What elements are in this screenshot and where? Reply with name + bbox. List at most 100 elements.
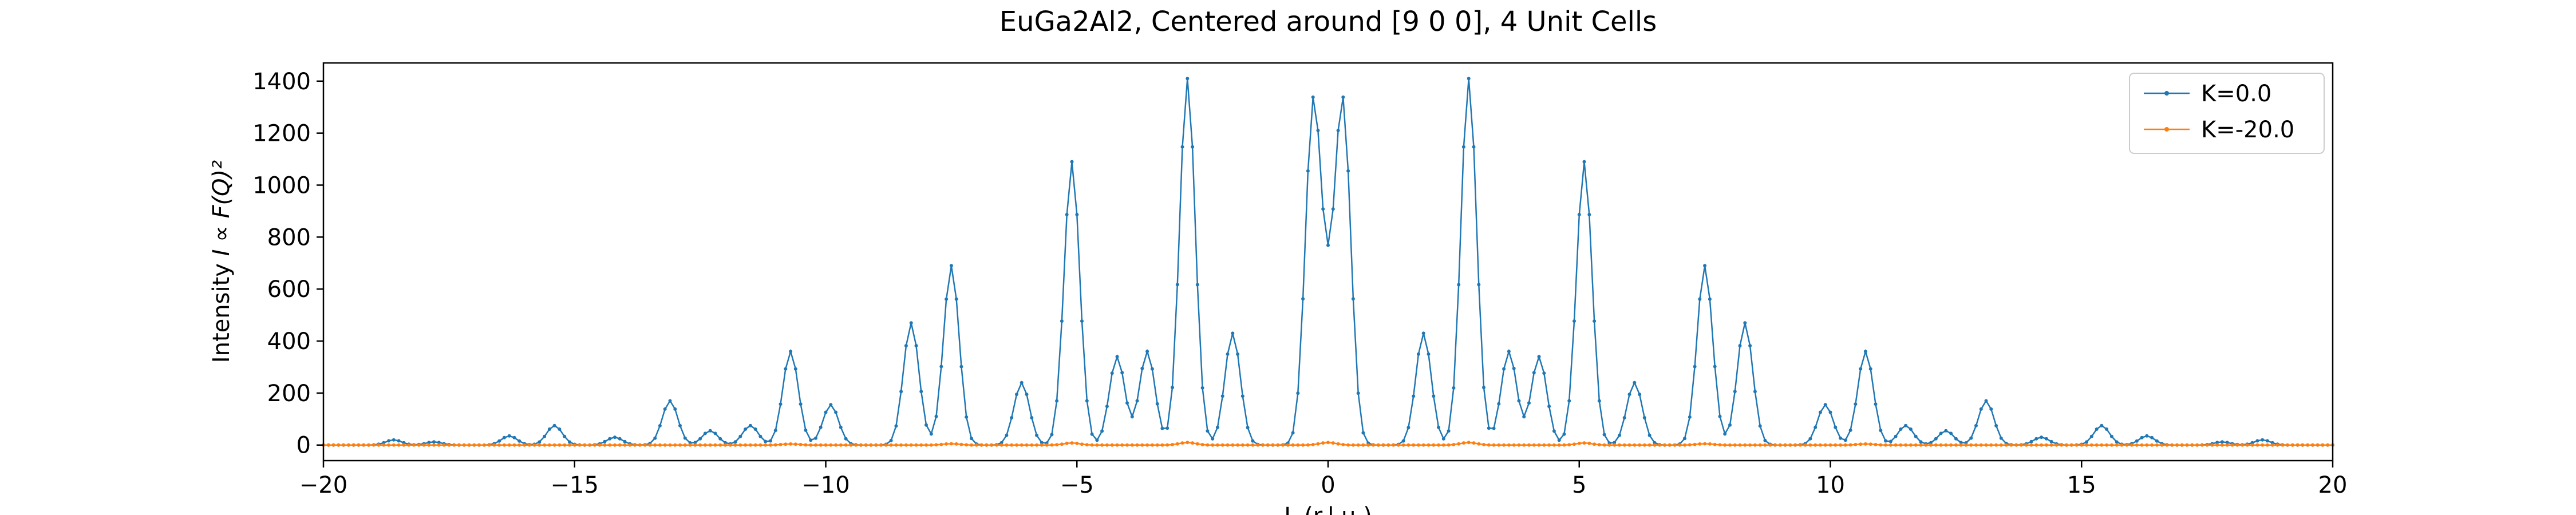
data-point (558, 443, 562, 447)
data-point (2286, 443, 2289, 447)
data-point (2055, 443, 2059, 447)
data-point (2145, 434, 2149, 438)
data-point (1191, 145, 1195, 149)
data-point (623, 443, 627, 447)
data-point (497, 443, 501, 447)
data-point (1200, 386, 1204, 390)
data-point (1748, 443, 1752, 447)
data-point (2014, 443, 2018, 447)
data-point (959, 442, 963, 446)
data-point (2105, 427, 2109, 431)
data-point (979, 443, 983, 447)
y-axis-ticks: 0 200 400 600 800 1000 1200 1400 (252, 69, 323, 459)
data-point (1868, 442, 1872, 446)
data-point (1587, 213, 1591, 216)
data-point (387, 443, 391, 447)
data-point (1140, 443, 1144, 447)
data-point (1165, 426, 1170, 430)
data-point (799, 402, 803, 406)
data-point (713, 431, 717, 435)
data-point (2140, 443, 2144, 447)
data-point (2261, 438, 2265, 442)
data-point (2255, 443, 2259, 447)
data-point (2040, 435, 2044, 439)
data-point (1863, 350, 1867, 354)
data-point (959, 365, 963, 369)
legend-item-k-20: K=-20.0 (2144, 117, 2294, 143)
data-point (1180, 145, 1184, 149)
data-point (678, 423, 682, 427)
data-point (1015, 443, 1018, 447)
data-point (1005, 443, 1009, 447)
data-point (2155, 443, 2159, 447)
data-point (1326, 441, 1330, 445)
data-point (894, 424, 898, 428)
data-point (1919, 443, 1923, 447)
data-point (748, 423, 752, 427)
data-point (1372, 443, 1375, 447)
data-point (2115, 440, 2119, 444)
data-point (824, 443, 828, 447)
data-point (2310, 443, 2314, 447)
y-tick-label: 600 (267, 276, 311, 303)
data-point (1130, 415, 1134, 419)
data-point (1487, 426, 1491, 430)
data-point (1105, 443, 1109, 447)
data-point (1633, 443, 1637, 447)
data-point (2135, 443, 2139, 447)
data-point (628, 443, 632, 447)
data-point (1461, 441, 1465, 445)
data-point (1593, 442, 1597, 446)
data-point (1226, 443, 1230, 447)
data-point (1843, 443, 1847, 447)
data-point (1517, 443, 1521, 447)
data-point (1713, 365, 1717, 369)
data-point (1381, 443, 1385, 447)
data-point (1537, 443, 1541, 447)
data-point (1984, 443, 1988, 447)
data-point (703, 443, 707, 447)
series-0 (322, 77, 2334, 447)
data-point (638, 443, 642, 447)
data-point (467, 443, 471, 447)
data-point (387, 439, 391, 443)
y-axis-label-math: I ∝ F(Q)² (208, 160, 235, 256)
data-point (914, 344, 918, 348)
data-point (1758, 443, 1762, 447)
data-point (1823, 403, 1827, 407)
data-point (2185, 443, 2189, 447)
data-point (854, 443, 858, 447)
y-tick-label: 200 (267, 381, 311, 407)
data-point (2261, 443, 2265, 447)
data-point (1573, 442, 1576, 446)
data-point (1085, 399, 1089, 403)
y-tick-label: 1200 (252, 121, 311, 147)
data-point (2029, 443, 2033, 447)
data-point (457, 443, 461, 447)
data-point (1839, 443, 1843, 447)
data-point (1723, 443, 1727, 447)
data-point (2029, 439, 2033, 443)
data-point (2135, 439, 2139, 443)
data-point (1497, 402, 1501, 406)
data-point (1959, 441, 1963, 445)
data-point (909, 443, 913, 447)
data-point (1206, 429, 1210, 433)
data-point (1532, 443, 1536, 447)
data-point (2040, 443, 2044, 447)
data-point (1808, 443, 1812, 447)
data-point (2230, 443, 2234, 447)
data-point (779, 442, 783, 446)
data-point (744, 443, 748, 447)
data-point (1286, 443, 1290, 447)
data-point (568, 443, 571, 447)
data-point (1698, 297, 1702, 301)
data-point (1577, 213, 1581, 216)
data-point (2034, 437, 2038, 441)
data-point (342, 443, 346, 447)
data-point (2100, 443, 2104, 447)
data-point (1823, 443, 1827, 447)
data-point (543, 434, 547, 438)
data-point (1432, 394, 1436, 398)
